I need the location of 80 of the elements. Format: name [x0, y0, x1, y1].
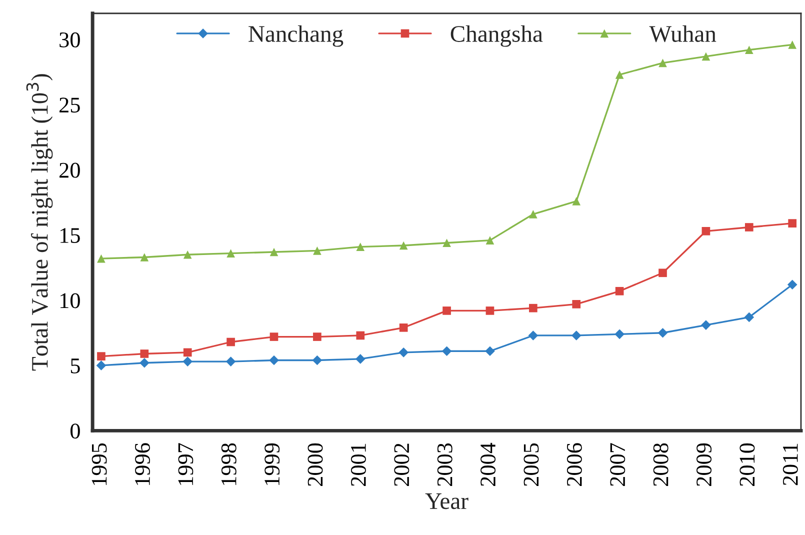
point: [572, 300, 581, 308]
point: [787, 280, 798, 290]
point: [183, 250, 192, 259]
point: [744, 223, 754, 232]
point: [485, 346, 495, 356]
point: [313, 246, 322, 255]
point: [96, 360, 106, 370]
point: [270, 248, 278, 256]
point: [355, 354, 366, 364]
point: [529, 210, 538, 218]
point: [744, 46, 754, 54]
point: [226, 249, 235, 258]
y-tick-label: 5: [70, 358, 80, 374]
x-tick-label: 2002: [394, 444, 410, 486]
x-tick-label: 2003: [437, 443, 452, 486]
point: [312, 355, 322, 366]
point: [97, 254, 106, 263]
x-axis-title: Year: [425, 493, 468, 510]
point: [140, 350, 149, 358]
point: [529, 304, 538, 312]
point: [486, 306, 494, 315]
y-tick-label: 10: [60, 293, 80, 308]
x-tick-label: 1997: [178, 443, 194, 485]
point: [442, 238, 451, 248]
point: [702, 52, 710, 61]
x-tick-label: 2000: [308, 443, 323, 486]
point: [356, 242, 365, 251]
point: [528, 330, 538, 340]
x-tick-label: 1998: [221, 443, 236, 485]
x-tick-label: 2001: [350, 444, 366, 486]
point: [572, 196, 581, 206]
point: [140, 358, 150, 368]
point: [788, 40, 797, 49]
x-tick-label: 2010: [740, 443, 755, 486]
point: [183, 348, 192, 357]
point: [744, 312, 754, 322]
y-tick-label: 20: [60, 162, 80, 178]
point: [658, 268, 667, 278]
point: [571, 330, 582, 340]
point: [226, 356, 236, 366]
point: [356, 331, 365, 340]
point: [615, 286, 624, 296]
legend-label: Wuhan: [649, 25, 716, 42]
x-tick-label: 2009: [696, 443, 712, 486]
x-tick-label: 2007: [610, 443, 626, 486]
point: [614, 329, 624, 340]
x-tick-label: 2011: [782, 444, 798, 486]
point: [226, 338, 235, 346]
point: [182, 356, 193, 366]
point: [97, 352, 106, 361]
point: [615, 70, 624, 79]
x-tick-label: 2004: [480, 442, 496, 486]
point: [270, 332, 278, 341]
point: [788, 219, 797, 228]
y-tick-label: 0: [70, 424, 80, 439]
point: [140, 253, 149, 262]
y-axis-title: Total Value of night light (10$^{3}$): [26, 74, 53, 371]
point: [399, 323, 408, 332]
x-tick-label: 2005: [524, 443, 539, 486]
x-tick-label: 1996: [135, 443, 150, 485]
point: [486, 236, 494, 244]
legend-label: Nanchang: [248, 25, 344, 47]
point: [269, 355, 279, 366]
point: [658, 328, 668, 338]
point: [658, 58, 667, 68]
x-tick-label: 1999: [264, 443, 280, 485]
y-tick-label: 30: [60, 32, 80, 48]
point: [702, 226, 710, 236]
x-tick-label: 2006: [566, 443, 582, 486]
y-tick-label: 25: [60, 98, 80, 113]
point: [313, 332, 322, 341]
point: [399, 241, 408, 250]
point: [442, 306, 451, 315]
point: [701, 320, 711, 330]
x-tick-label: 1995: [92, 443, 107, 485]
y-tick-label: 15: [60, 228, 80, 243]
point: [398, 348, 408, 358]
legend-label: Changsha: [450, 25, 543, 47]
point: [442, 346, 452, 356]
x-tick-label: 2008: [653, 443, 668, 486]
